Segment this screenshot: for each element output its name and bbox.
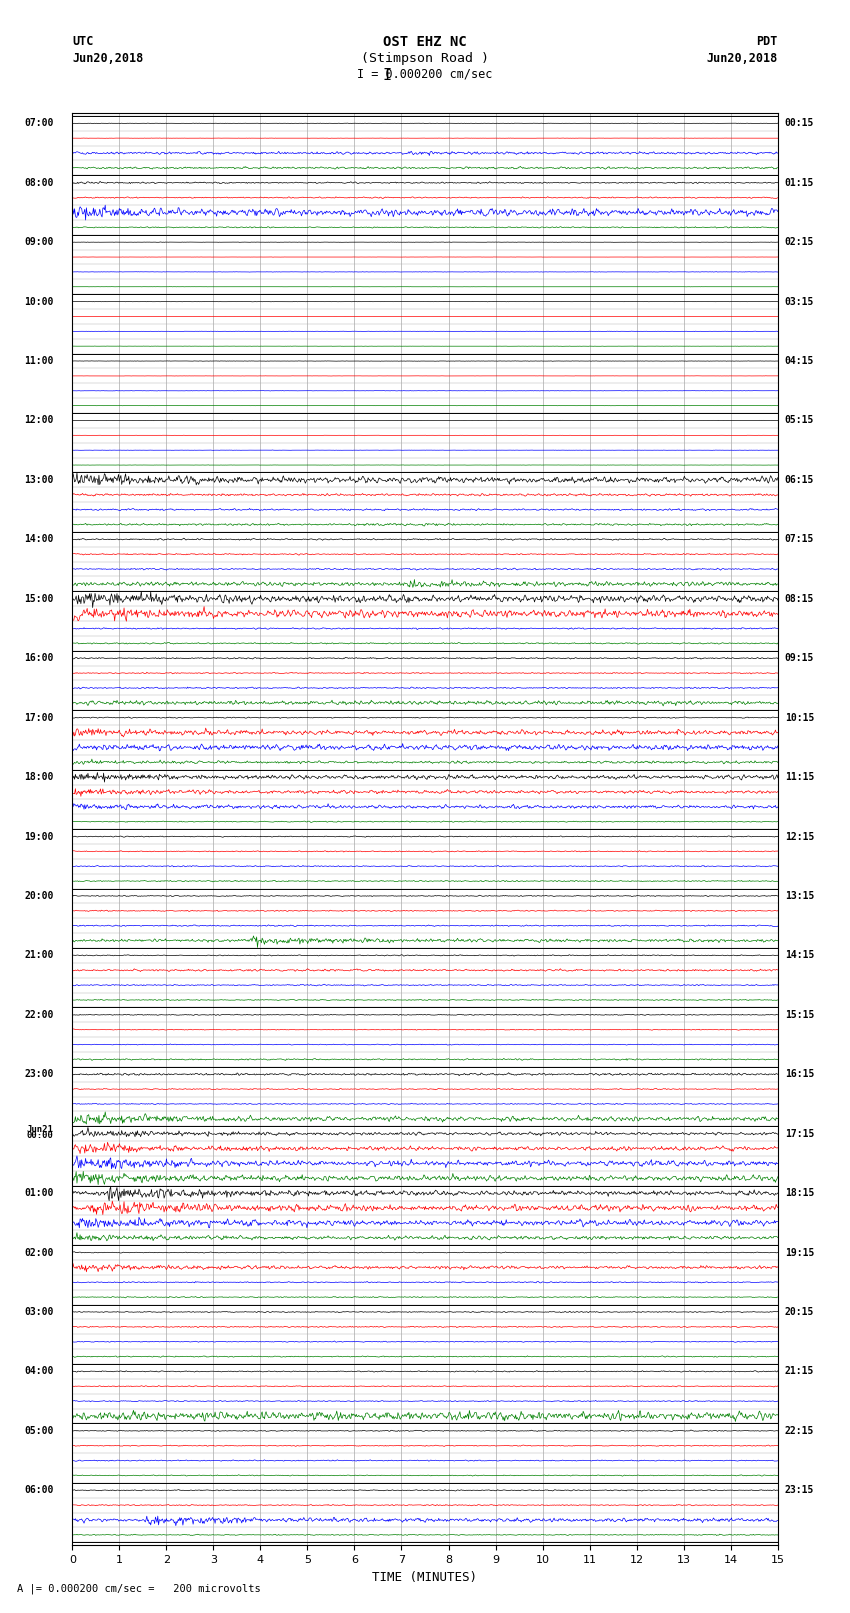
Text: 19:00: 19:00: [24, 832, 54, 842]
Text: 16:00: 16:00: [24, 653, 54, 663]
Text: Jun21: Jun21: [26, 1126, 54, 1134]
X-axis label: TIME (MINUTES): TIME (MINUTES): [372, 1571, 478, 1584]
Text: 13:00: 13:00: [24, 474, 54, 486]
Text: 15:15: 15:15: [785, 1010, 814, 1019]
Text: 20:00: 20:00: [24, 890, 54, 902]
Text: 23:15: 23:15: [785, 1486, 814, 1495]
Text: 21:00: 21:00: [24, 950, 54, 960]
Text: 07:00: 07:00: [24, 118, 54, 129]
Text: 11:15: 11:15: [785, 773, 814, 782]
Text: OST EHZ NC: OST EHZ NC: [383, 35, 467, 50]
Text: Jun20,2018: Jun20,2018: [72, 52, 144, 65]
Text: 09:00: 09:00: [24, 237, 54, 247]
Text: 01:00: 01:00: [24, 1189, 54, 1198]
Text: 19:15: 19:15: [785, 1247, 814, 1258]
Text: 04:00: 04:00: [24, 1366, 54, 1376]
Text: (Stimpson Road ): (Stimpson Road ): [361, 52, 489, 65]
Text: 00:00: 00:00: [26, 1131, 54, 1140]
Text: 18:15: 18:15: [785, 1189, 814, 1198]
Text: 02:15: 02:15: [785, 237, 814, 247]
Text: 23:00: 23:00: [24, 1069, 54, 1079]
Text: 03:15: 03:15: [785, 297, 814, 306]
Text: 06:15: 06:15: [785, 474, 814, 486]
Text: 14:15: 14:15: [785, 950, 814, 960]
Text: 06:00: 06:00: [24, 1486, 54, 1495]
Text: 14:00: 14:00: [24, 534, 54, 544]
Text: 08:00: 08:00: [24, 177, 54, 187]
Text: 17:15: 17:15: [785, 1129, 814, 1139]
Text: 03:00: 03:00: [24, 1307, 54, 1316]
Text: 12:15: 12:15: [785, 832, 814, 842]
Text: 02:00: 02:00: [24, 1247, 54, 1258]
Text: 10:00: 10:00: [24, 297, 54, 306]
Text: 11:00: 11:00: [24, 356, 54, 366]
Text: I: I: [382, 68, 391, 82]
Text: 22:00: 22:00: [24, 1010, 54, 1019]
Text: 04:15: 04:15: [785, 356, 814, 366]
Text: 07:15: 07:15: [785, 534, 814, 544]
Text: 15:00: 15:00: [24, 594, 54, 603]
Text: 20:15: 20:15: [785, 1307, 814, 1316]
Text: 01:15: 01:15: [785, 177, 814, 187]
Text: 05:00: 05:00: [24, 1426, 54, 1436]
Text: A |= 0.000200 cm/sec =   200 microvolts: A |= 0.000200 cm/sec = 200 microvolts: [17, 1582, 261, 1594]
Text: UTC: UTC: [72, 35, 94, 48]
Text: 05:15: 05:15: [785, 416, 814, 426]
Text: 08:15: 08:15: [785, 594, 814, 603]
Text: Jun20,2018: Jun20,2018: [706, 52, 778, 65]
Text: 13:15: 13:15: [785, 890, 814, 902]
Text: 10:15: 10:15: [785, 713, 814, 723]
Text: 00:15: 00:15: [785, 118, 814, 129]
Text: 22:15: 22:15: [785, 1426, 814, 1436]
Text: PDT: PDT: [756, 35, 778, 48]
Text: 17:00: 17:00: [24, 713, 54, 723]
Text: 09:15: 09:15: [785, 653, 814, 663]
Text: 16:15: 16:15: [785, 1069, 814, 1079]
Text: I = 0.000200 cm/sec: I = 0.000200 cm/sec: [357, 68, 493, 81]
Text: 21:15: 21:15: [785, 1366, 814, 1376]
Text: 12:00: 12:00: [24, 416, 54, 426]
Text: 18:00: 18:00: [24, 773, 54, 782]
